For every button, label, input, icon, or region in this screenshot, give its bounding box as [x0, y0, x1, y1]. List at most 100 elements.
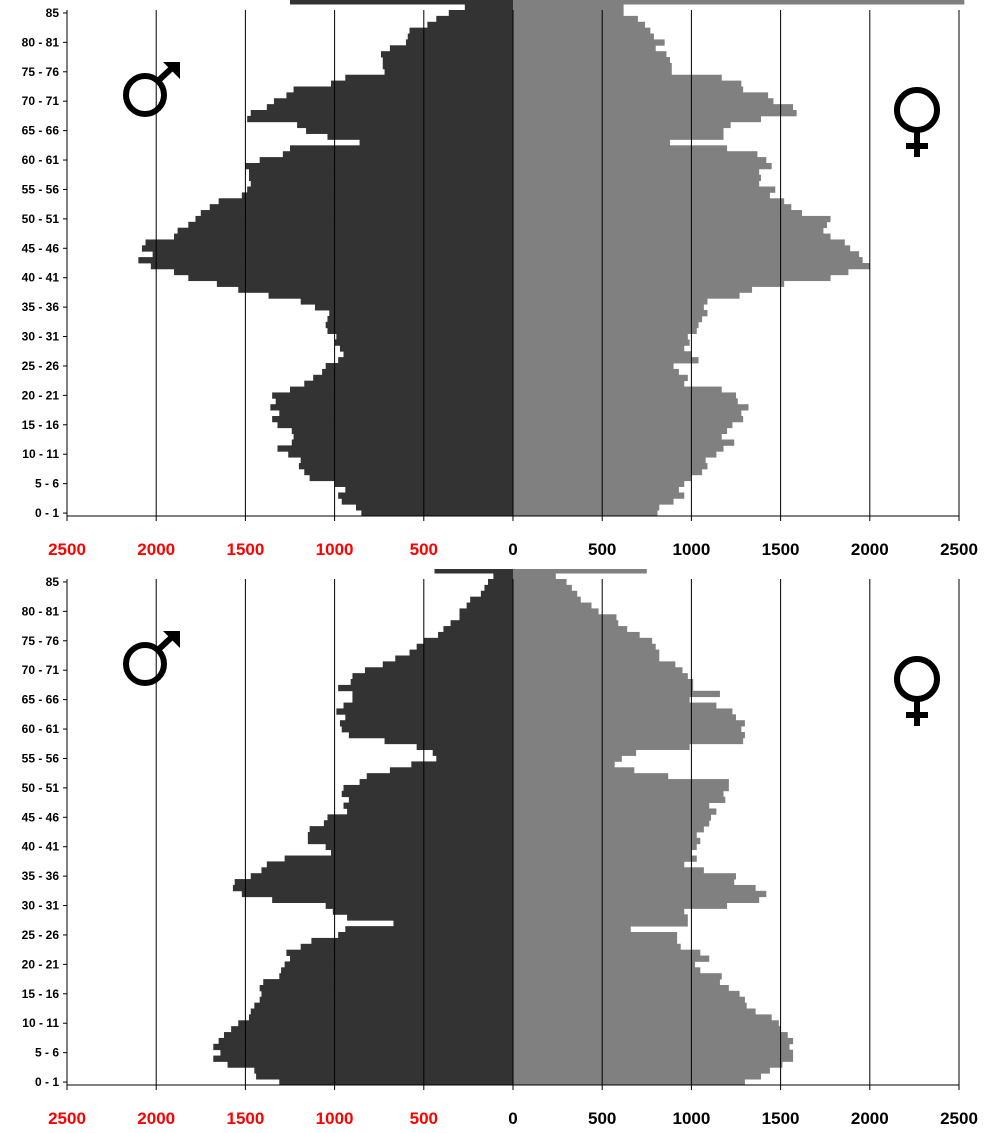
male-bar [234, 879, 513, 886]
male-bar [416, 743, 513, 751]
male-bar [448, 10, 513, 17]
female-bar [513, 204, 792, 211]
male-bar [338, 492, 513, 499]
male-bar [238, 286, 513, 293]
female-bar [513, 321, 699, 329]
female-bar [513, 374, 688, 382]
female-bar [513, 51, 667, 58]
female-bar [513, 1049, 794, 1056]
male-bar [293, 86, 513, 93]
male-bar [356, 504, 513, 511]
female-bar [513, 614, 617, 621]
female-symbol-circle [894, 87, 940, 133]
male-bar [350, 679, 513, 686]
male-bar [290, 955, 513, 962]
male-bar [322, 368, 513, 376]
female-bar [513, 908, 685, 915]
male-bar [313, 374, 513, 382]
male-bar [174, 268, 514, 276]
female-bar [513, 708, 733, 715]
male-bar [411, 761, 513, 768]
female-bar [513, 486, 679, 493]
female-bar [513, 832, 697, 839]
female-symbol-icon [894, 87, 940, 157]
male-bar [174, 233, 514, 240]
male-bar [238, 1020, 513, 1027]
male-bar [279, 410, 513, 417]
male-bar [245, 162, 513, 170]
male-bar [405, 39, 513, 46]
male-bar [327, 327, 513, 334]
x-tick-label-right: 1500 [762, 540, 800, 559]
female-bar [513, 608, 599, 615]
female-bar [513, 620, 619, 627]
y-tick-label: 5 - 6 [35, 477, 59, 491]
female-bar [513, 445, 724, 452]
x-tick-label-left: 2000 [137, 540, 175, 559]
female-bar [513, 661, 676, 668]
female-bar [513, 808, 717, 815]
male-bar [409, 649, 513, 656]
male-bar [339, 345, 513, 352]
male-bar [389, 767, 513, 774]
female-bar [513, 579, 567, 586]
female-bar [513, 227, 824, 234]
male-bar [286, 92, 513, 99]
female-bar [513, 1002, 747, 1009]
female-bar [513, 867, 704, 874]
y-tick-label: 60 - 61 [22, 722, 60, 736]
male-bar [309, 826, 513, 833]
male-bar [272, 896, 513, 903]
male-bar [347, 808, 513, 815]
male-bar [329, 310, 513, 317]
female-bar [513, 92, 769, 99]
male-bar [284, 855, 513, 862]
male-symbol-circle [123, 73, 167, 117]
male-bar [248, 1014, 513, 1021]
female-bar [513, 696, 690, 703]
male-bar [250, 873, 513, 880]
female-bar [513, 333, 688, 340]
x-tick-label-left: 1000 [316, 1109, 354, 1128]
x-tick-label-left: 2500 [48, 1109, 86, 1128]
female-bar [513, 157, 767, 164]
female-bar [513, 714, 736, 721]
female-bar [513, 1037, 794, 1045]
male-symbol-icon [123, 62, 180, 117]
male-bar [364, 667, 513, 674]
female-bar [513, 1061, 783, 1068]
male-bar [213, 1055, 514, 1062]
female-symbol-icon [894, 656, 940, 726]
female-bar [513, 504, 660, 511]
female-bar [513, 737, 744, 745]
male-bar [241, 890, 513, 898]
female-bar [513, 439, 735, 446]
female-bar [513, 637, 653, 645]
female-bar [513, 121, 731, 129]
male-bar [436, 15, 513, 23]
female-bar [513, 298, 708, 305]
female-bar [513, 80, 742, 87]
y-tick-label: 55 - 56 [22, 751, 60, 765]
female-bar [513, 996, 745, 1004]
female-bar [513, 826, 704, 833]
female-bar [513, 239, 845, 246]
y-tick-label: 30 - 31 [22, 330, 60, 344]
male-bar [300, 943, 513, 951]
female-bar [513, 684, 694, 692]
x-tick-labels: 2500 2000 1500 1000 500 0 500 1000 1500 2000 2500 [48, 540, 978, 559]
female-bar [513, 679, 694, 686]
female-bar [513, 427, 728, 435]
female-bar [513, 926, 631, 933]
y-tick-label: 20 - 21 [22, 388, 60, 402]
male-bar [145, 239, 513, 246]
female-bar [513, 10, 624, 17]
male-bar [380, 51, 513, 58]
female-bar [513, 62, 672, 70]
male-bar [484, 584, 513, 592]
female-bar [513, 1067, 770, 1074]
female-bar [513, 814, 712, 821]
y-tick-label: 25 - 26 [22, 359, 60, 373]
y-tick-label: 10 - 11 [22, 447, 59, 461]
female-bar [513, 151, 758, 158]
